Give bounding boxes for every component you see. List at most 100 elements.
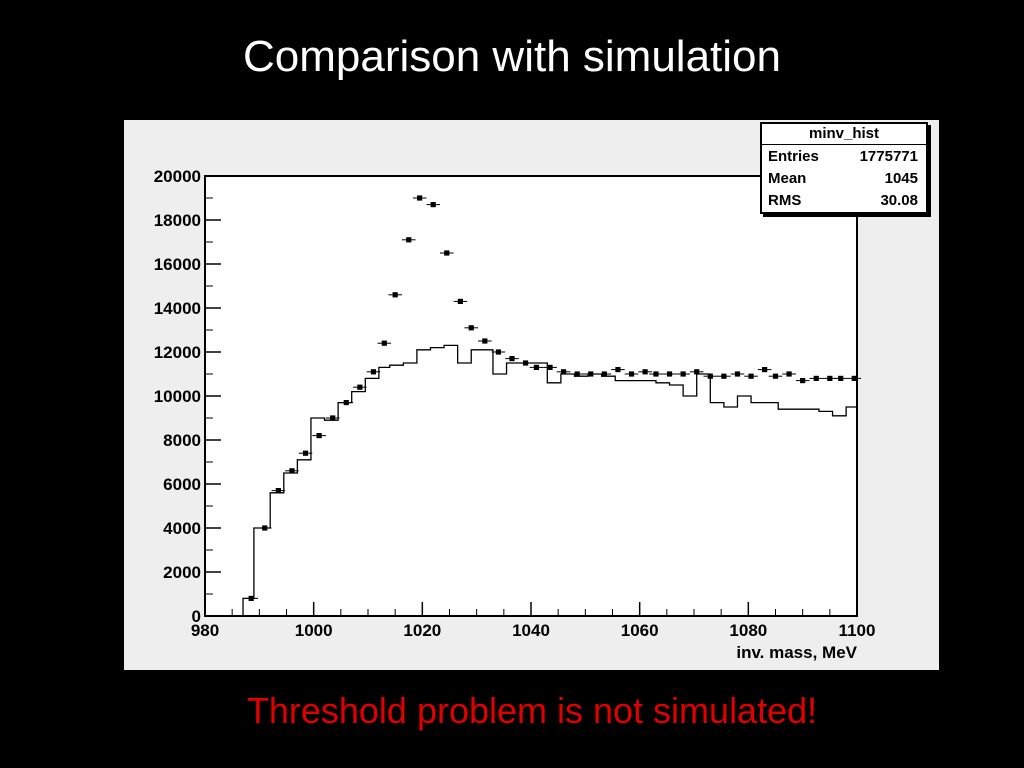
data-point xyxy=(833,375,848,381)
stats-rms-value: 30.08 xyxy=(880,192,918,209)
data-point-marker xyxy=(813,375,819,381)
data-point-marker xyxy=(275,488,281,494)
data-point xyxy=(757,367,772,373)
data-point-marker xyxy=(357,384,363,390)
data-point xyxy=(809,375,824,381)
x-axis-label: inv. mass, MeV xyxy=(736,643,857,662)
data-point xyxy=(257,525,272,531)
histogram-panel: 0 2000 4000 6000 8000 10000 12000 14000 16000 180… xyxy=(124,120,939,670)
data-point xyxy=(412,195,427,201)
data-point-marker xyxy=(370,369,377,375)
data-point-marker xyxy=(601,371,607,377)
data-point xyxy=(325,415,340,421)
data-point-marker xyxy=(430,202,436,208)
data-point-marker xyxy=(289,468,295,474)
data-point-marker xyxy=(666,371,673,377)
data-point xyxy=(730,371,745,377)
data-point xyxy=(529,364,544,370)
data-point-marker xyxy=(457,298,463,304)
stats-box: minv_hist Entries 1775771 Mean 1045 RMS … xyxy=(760,122,928,214)
stats-rms-row: RMS 30.08 xyxy=(762,189,926,211)
data-point-marker xyxy=(468,325,474,331)
x-axis: 980 1000 1020 1040 1060 1080 1100 xyxy=(191,602,876,640)
data-point xyxy=(388,292,402,298)
slide-title: Comparison with simulation xyxy=(243,32,781,81)
data-point-marker xyxy=(392,292,398,298)
data-point xyxy=(271,488,286,494)
data-point xyxy=(570,371,584,377)
data-point-marker xyxy=(561,369,567,375)
stats-histogram-name: minv_hist xyxy=(762,124,926,145)
y-tick-label: 2000 xyxy=(163,563,201,582)
data-point xyxy=(649,371,663,377)
stats-mean-value: 1045 xyxy=(884,170,918,187)
data-point xyxy=(689,369,704,375)
y-tick-label: 4000 xyxy=(163,519,201,538)
data-point-marker xyxy=(642,369,648,375)
histogram-chart: 0 2000 4000 6000 8000 10000 12000 14000 16000 180… xyxy=(154,167,876,662)
data-point xyxy=(556,369,571,375)
x-tick-label: 1040 xyxy=(512,621,550,640)
stats-mean-label: Mean xyxy=(768,170,807,187)
data-point xyxy=(312,433,326,439)
data-point xyxy=(426,202,440,208)
data-point xyxy=(339,400,354,406)
data-point xyxy=(768,373,783,379)
plot-area xyxy=(204,175,858,617)
x-tick-label: 1020 xyxy=(403,621,441,640)
simulation-histogram xyxy=(205,344,857,617)
data-point-marker xyxy=(800,378,806,384)
data-point-marker xyxy=(748,373,754,379)
data-point-marker xyxy=(588,371,594,377)
data-point xyxy=(782,371,796,377)
data-point xyxy=(717,373,731,379)
data-point-marker xyxy=(772,373,779,379)
y-tick-label: 10000 xyxy=(154,387,201,406)
x-tick-label: 1060 xyxy=(621,621,659,640)
data-point-marker xyxy=(262,525,268,531)
data-point-marker xyxy=(343,400,349,406)
data-point-marker xyxy=(680,371,686,377)
data-point xyxy=(744,373,758,379)
data-point xyxy=(847,375,862,381)
data-point xyxy=(491,349,506,355)
data-point xyxy=(366,369,381,375)
slide-caption: Threshold problem is not simulated! xyxy=(246,690,818,731)
data-point xyxy=(298,450,313,456)
y-tick-label: 16000 xyxy=(154,255,201,274)
data-point xyxy=(464,325,479,331)
data-point-marker xyxy=(653,371,659,377)
data-point-marker xyxy=(574,371,580,377)
data-point-marker xyxy=(417,195,423,201)
stats-entries-row: Entries 1775771 xyxy=(762,145,926,167)
data-point-marker xyxy=(482,338,488,344)
data-point-marker xyxy=(330,415,336,421)
x-tick-label: 1080 xyxy=(729,621,767,640)
data-point-marker xyxy=(522,360,529,366)
y-tick-label: 6000 xyxy=(163,475,201,494)
data-point xyxy=(439,250,454,256)
data-point-marker xyxy=(707,373,713,379)
data-point xyxy=(401,237,416,243)
data-point-marker xyxy=(762,367,768,373)
y-axis: 0 2000 4000 6000 8000 10000 12000 14000 16000 180… xyxy=(154,167,221,626)
x-tick-label: 1100 xyxy=(839,621,876,640)
stats-entries-value: 1775771 xyxy=(859,148,918,165)
data-point xyxy=(611,367,625,373)
data-point xyxy=(518,360,533,366)
data-point-marker xyxy=(316,433,322,439)
y-tick-label: 8000 xyxy=(163,431,201,450)
data-point-marker xyxy=(533,364,540,370)
data-point-marker xyxy=(444,250,450,256)
data-point-marker xyxy=(721,373,727,379)
data-point-marker xyxy=(786,371,792,377)
stats-rms-label: RMS xyxy=(768,192,802,209)
data-points xyxy=(244,195,862,601)
data-point-marker xyxy=(381,340,387,346)
data-point xyxy=(703,373,718,379)
y-tick-label: 20000 xyxy=(154,167,201,186)
stats-mean-row: Mean 1045 xyxy=(762,167,926,189)
data-point xyxy=(676,371,690,377)
data-point-marker xyxy=(851,375,857,381)
data-point-marker xyxy=(248,595,254,601)
